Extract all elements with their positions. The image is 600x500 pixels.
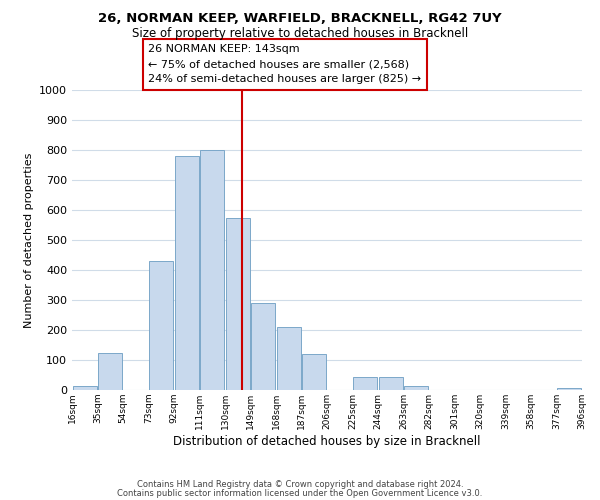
Y-axis label: Number of detached properties: Number of detached properties [23,152,34,328]
Bar [353,378,377,390]
X-axis label: Distribution of detached houses by size in Bracknell: Distribution of detached houses by size … [173,434,481,448]
Bar [277,327,301,390]
Text: 26 NORMAN KEEP: 143sqm
← 75% of detached houses are smaller (2,568)
24% of semi-: 26 NORMAN KEEP: 143sqm ← 75% of detached… [149,44,422,84]
Bar [200,150,224,390]
Bar [73,386,97,390]
Text: Contains public sector information licensed under the Open Government Licence v3: Contains public sector information licen… [118,489,482,498]
Bar [226,218,250,390]
Bar [302,354,326,390]
Bar [379,378,403,390]
Bar [175,156,199,390]
Text: Size of property relative to detached houses in Bracknell: Size of property relative to detached ho… [132,28,468,40]
Text: Contains HM Land Registry data © Crown copyright and database right 2024.: Contains HM Land Registry data © Crown c… [137,480,463,489]
Bar [149,261,173,390]
Text: 26, NORMAN KEEP, WARFIELD, BRACKNELL, RG42 7UY: 26, NORMAN KEEP, WARFIELD, BRACKNELL, RG… [98,12,502,26]
Bar [557,388,581,390]
Bar [251,303,275,390]
Bar [98,352,122,390]
Bar [404,386,428,390]
